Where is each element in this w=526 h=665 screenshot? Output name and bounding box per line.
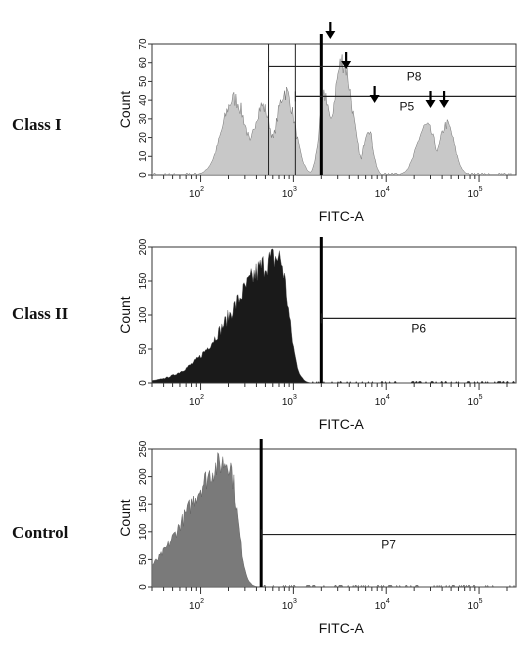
y-tick-label: 30	[138, 113, 149, 125]
x-tick-exponent: 5	[479, 186, 483, 193]
y-tick-label: 50	[138, 343, 149, 355]
x-tick-label: 103	[282, 394, 297, 408]
gate-label: P5	[399, 99, 414, 113]
gate: P6	[320, 313, 516, 335]
gate-label: P8	[407, 69, 422, 83]
y-tick-label: 200	[138, 468, 149, 485]
x-tick-label: 104	[375, 186, 390, 200]
x-tick-base: 10	[375, 189, 387, 200]
gate: P5	[294, 44, 516, 175]
x-tick-base: 10	[468, 397, 480, 408]
x-axis-title: FITC-A	[319, 620, 365, 636]
x-tick-label: 103	[282, 598, 297, 612]
y-tick-label: 100	[138, 523, 149, 540]
y-tick-label: 100	[138, 306, 149, 323]
y-tick-label: 10	[138, 150, 149, 162]
x-tick-label: 104	[375, 598, 390, 612]
x-tick-base: 10	[375, 601, 387, 612]
y-tick-label: 40	[138, 94, 149, 106]
x-tick-label: 105	[468, 598, 483, 612]
y-tick-label: 20	[138, 132, 149, 144]
y-axis-title: Count	[117, 91, 133, 128]
x-tick-label: 104	[375, 394, 390, 408]
x-tick-base: 10	[189, 397, 201, 408]
histogram-area	[151, 451, 516, 588]
x-axis-title: FITC-A	[319, 208, 365, 224]
arrow-head	[341, 61, 352, 69]
x-tick-base: 10	[468, 601, 480, 612]
y-tick-label: 150	[138, 495, 149, 512]
gate-label: P7	[381, 538, 396, 552]
x-tick-exponent: 2	[200, 394, 204, 401]
x-tick-exponent: 4	[386, 186, 390, 193]
x-tick-label: 103	[282, 186, 297, 200]
x-tick-label: 102	[189, 394, 204, 408]
arrow-head	[439, 100, 450, 108]
arrow-marker	[341, 52, 352, 69]
y-axis-title: Count	[117, 499, 133, 536]
arrow-marker	[369, 86, 380, 103]
x-axis-title: FITC-A	[319, 416, 365, 432]
histogram-area	[151, 54, 516, 176]
y-tick-label: 0	[138, 172, 149, 178]
gate: P7	[260, 529, 516, 552]
x-tick-label: 105	[468, 186, 483, 200]
row-label: Control	[12, 523, 69, 542]
y-tick-label: 200	[138, 238, 149, 255]
x-tick-base: 10	[282, 601, 294, 612]
x-tick-exponent: 5	[479, 598, 483, 605]
x-tick-exponent: 3	[293, 394, 297, 401]
y-tick-label: 0	[138, 584, 149, 590]
x-tick-label: 102	[189, 598, 204, 612]
arrow-marker	[325, 22, 336, 39]
arrow-marker	[439, 91, 450, 108]
gate-label: P6	[411, 321, 426, 335]
y-tick-label: 60	[138, 57, 149, 69]
x-tick-exponent: 4	[386, 598, 390, 605]
x-tick-base: 10	[282, 189, 294, 200]
x-tick-exponent: 3	[293, 598, 297, 605]
x-tick-exponent: 5	[479, 394, 483, 401]
histogram-area	[151, 248, 516, 384]
x-tick-exponent: 4	[386, 394, 390, 401]
x-tick-label: 105	[468, 394, 483, 408]
row-label: Class I	[12, 115, 62, 134]
x-tick-base: 10	[468, 189, 480, 200]
x-tick-exponent: 3	[293, 186, 297, 193]
x-tick-base: 10	[282, 397, 294, 408]
x-tick-base: 10	[189, 189, 201, 200]
x-tick-base: 10	[189, 601, 201, 612]
x-tick-exponent: 2	[200, 186, 204, 193]
row-label: Class II	[12, 304, 69, 323]
y-tick-label: 50	[138, 75, 149, 87]
y-axis-title: Count	[117, 296, 133, 333]
arrow-head	[425, 100, 436, 108]
y-tick-label: 70	[138, 38, 149, 50]
y-tick-label: 50	[138, 553, 149, 565]
arrow-head	[325, 31, 336, 39]
arrow-marker	[425, 91, 436, 108]
x-tick-base: 10	[375, 397, 387, 408]
x-tick-label: 102	[189, 186, 204, 200]
y-tick-label: 250	[138, 440, 149, 457]
y-tick-label: 0	[138, 380, 149, 386]
gate: P8	[268, 44, 516, 175]
y-tick-label: 150	[138, 272, 149, 289]
arrow-head	[369, 95, 380, 103]
x-tick-exponent: 2	[200, 598, 204, 605]
